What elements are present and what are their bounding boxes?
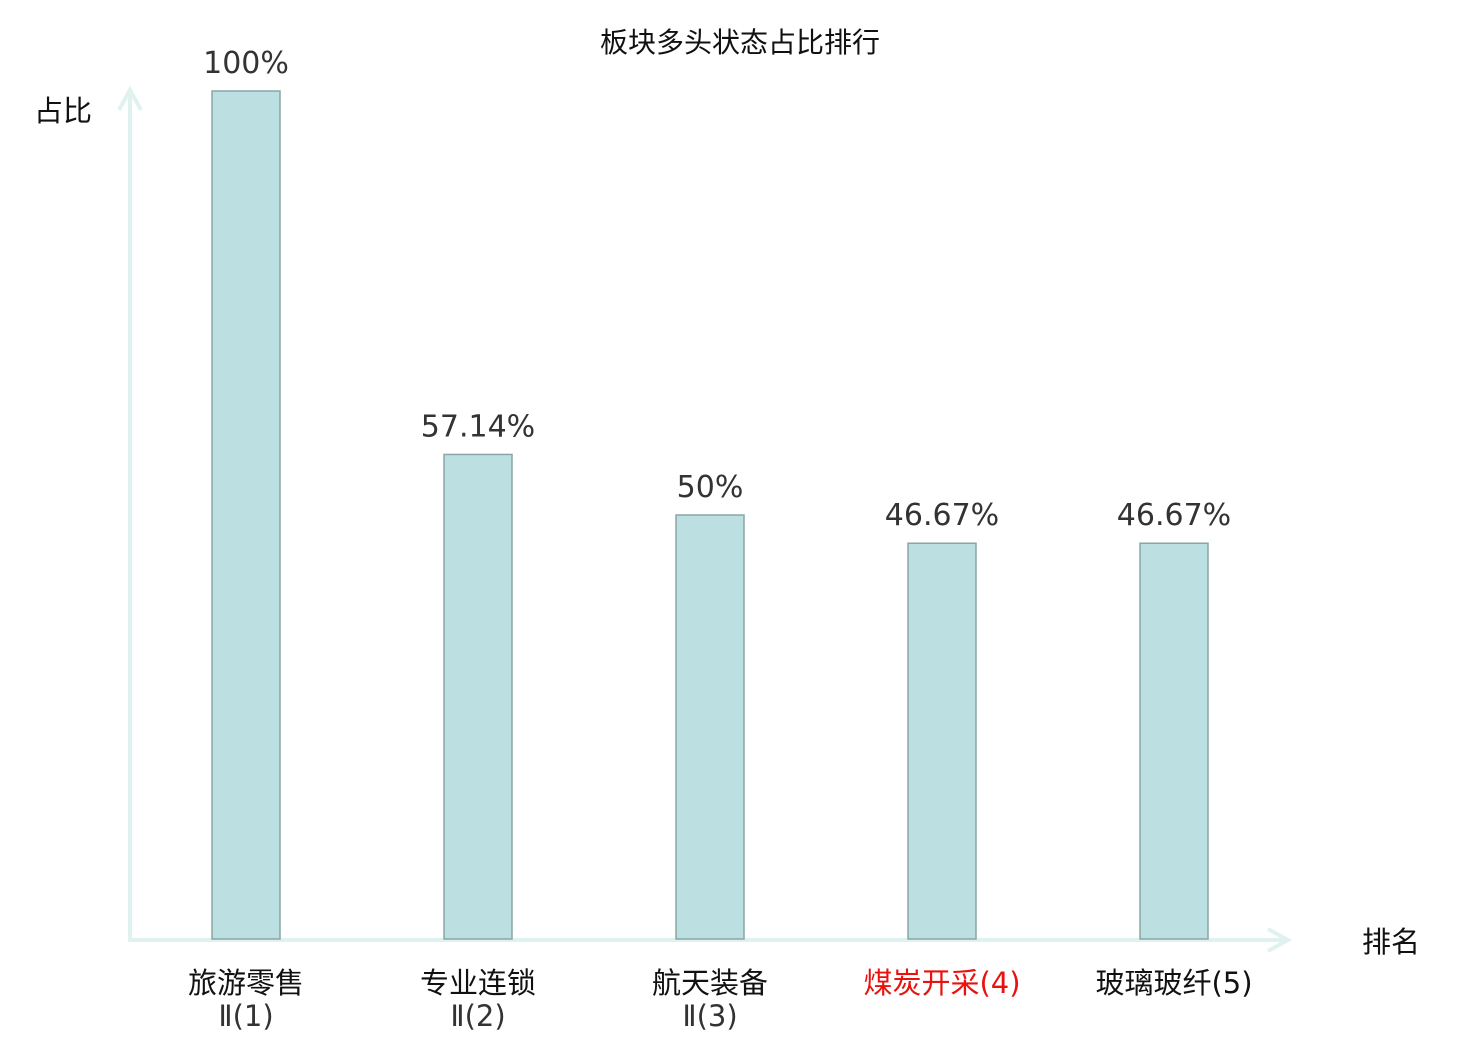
x-tick-label-suffix: Ⅱ(1) [218, 999, 273, 1033]
x-tick-label-suffix: Ⅱ(2) [450, 999, 505, 1033]
x-axis [128, 927, 1293, 953]
data-label: 57.14% [421, 409, 535, 444]
data-label: 100% [203, 46, 289, 81]
bar [211, 90, 281, 940]
bar [907, 542, 977, 940]
y-axis-label: 占比 [34, 94, 92, 128]
x-tick-label: 旅游零售 [188, 966, 304, 1000]
y-axis-arrow-icon [117, 85, 143, 111]
y-axis [117, 85, 143, 940]
x-tick-label: 玻璃玻纤(5) [1095, 966, 1252, 1000]
bar [1139, 542, 1209, 940]
x-tick-label: 煤炭开采(4) [863, 966, 1020, 1000]
x-axis-arrow-icon [1267, 927, 1293, 953]
chart-title: 板块多头状态占比排行 [600, 26, 880, 59]
data-label: 50% [677, 470, 744, 505]
x-tick-label-suffix: Ⅱ(3) [682, 999, 737, 1033]
x-tick-label: 航天装备 [652, 966, 768, 1000]
x-tick-label: 专业连锁 [420, 966, 536, 1000]
data-label: 46.67% [1117, 498, 1231, 533]
data-label: 46.67% [885, 498, 999, 533]
x-axis-label: 排名 [1362, 925, 1420, 959]
bar [675, 514, 745, 940]
bar [443, 453, 513, 940]
